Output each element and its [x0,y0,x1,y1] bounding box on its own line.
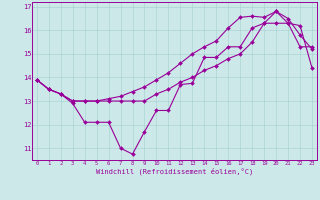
X-axis label: Windchill (Refroidissement éolien,°C): Windchill (Refroidissement éolien,°C) [96,167,253,175]
